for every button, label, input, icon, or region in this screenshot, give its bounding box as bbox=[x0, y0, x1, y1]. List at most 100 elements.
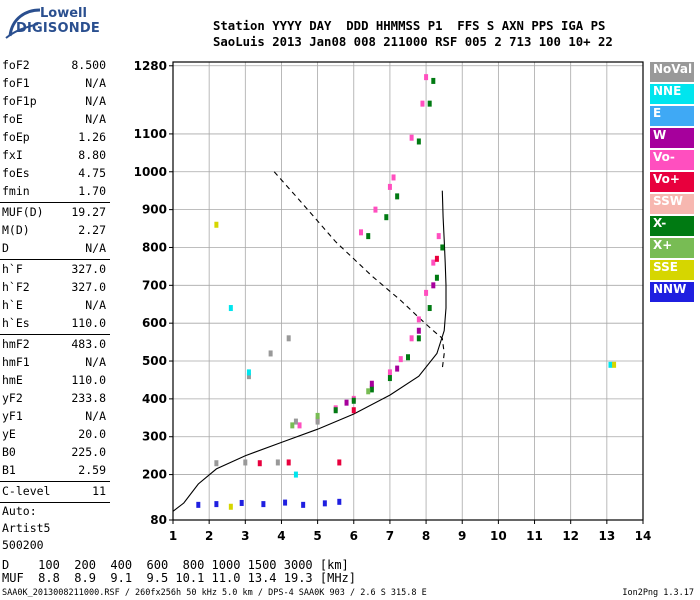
param-label: h`E bbox=[2, 298, 23, 312]
echo-point bbox=[420, 100, 425, 107]
param-row: hmF1 N/A bbox=[0, 353, 110, 371]
x-tick-label: 2 bbox=[205, 529, 213, 543]
legend-item: X- bbox=[650, 216, 694, 236]
x-tick-label: 10 bbox=[490, 529, 507, 543]
polarization-legend: NoVal NNE E W Vo- Vo+ SSW X- X+ SSE NNW bbox=[650, 62, 694, 304]
logo-line1: Lowell bbox=[40, 6, 87, 21]
x-tick-label: 1 bbox=[169, 529, 177, 543]
param-label: foE bbox=[2, 112, 23, 126]
param-label: yF2 bbox=[2, 391, 23, 405]
param-label: h`Es bbox=[2, 316, 30, 330]
echo-point bbox=[293, 418, 298, 425]
legend-item: SSW bbox=[650, 194, 694, 214]
legend-item: NoVal bbox=[650, 62, 694, 82]
param-row: D N/A bbox=[0, 239, 110, 257]
echo-point bbox=[387, 375, 392, 382]
param-row: foF2 8.500 bbox=[0, 56, 110, 74]
param-label: fxI bbox=[2, 148, 23, 162]
param-label: M(D) bbox=[2, 223, 30, 237]
param-label: yE bbox=[2, 427, 16, 441]
param-value: 20.0 bbox=[78, 427, 106, 441]
echo-point bbox=[366, 388, 371, 395]
header-line1: Station YYYY DAY DDD HHMMSS P1 FFS S AXN… bbox=[213, 19, 606, 33]
y-tick-label: 500 bbox=[142, 354, 167, 368]
x-tick-label: 7 bbox=[386, 529, 394, 543]
echo-point bbox=[214, 501, 219, 508]
param-value: 4.75 bbox=[78, 166, 106, 180]
y-tick-label: 700 bbox=[142, 278, 167, 292]
echo-point bbox=[214, 221, 219, 228]
param-separator bbox=[0, 202, 110, 203]
param-value: 110.0 bbox=[71, 373, 106, 387]
echo-point bbox=[416, 138, 421, 145]
echo-point bbox=[196, 501, 201, 508]
param-row: foF1 N/A bbox=[0, 74, 110, 92]
echo-point bbox=[431, 259, 436, 266]
echo-point bbox=[391, 174, 396, 181]
echo-point bbox=[333, 407, 338, 414]
param-separator bbox=[0, 334, 110, 335]
param-value: 225.0 bbox=[71, 445, 106, 459]
legend-item: SSE bbox=[650, 260, 694, 280]
param-value: N/A bbox=[85, 355, 106, 369]
echo-point bbox=[369, 386, 374, 393]
legend-item: Vo+ bbox=[650, 172, 694, 192]
electron-density-profile bbox=[172, 190, 447, 512]
echo-point bbox=[373, 206, 378, 213]
echo-point bbox=[431, 77, 436, 84]
echo-point bbox=[351, 407, 356, 414]
param-label: h`F2 bbox=[2, 280, 30, 294]
param-row: yF1 N/A bbox=[0, 407, 110, 425]
echo-point bbox=[398, 356, 403, 363]
echo-point bbox=[409, 335, 414, 342]
echo-point bbox=[387, 183, 392, 190]
param-row: yF2 233.8 bbox=[0, 389, 110, 407]
y-tick-label: 200 bbox=[142, 468, 167, 482]
param-value: 110.0 bbox=[71, 316, 106, 330]
echo-point bbox=[228, 503, 233, 510]
param-row: h`F 327.0 bbox=[0, 260, 110, 278]
echo-point bbox=[608, 361, 613, 368]
param-value: 327.0 bbox=[71, 280, 106, 294]
echo-point bbox=[427, 305, 432, 312]
param-label: foF1 bbox=[2, 76, 30, 90]
param-row: foEs 4.75 bbox=[0, 164, 110, 182]
param-separator bbox=[0, 481, 110, 482]
echo-point bbox=[275, 459, 280, 466]
param-label: hmF2 bbox=[2, 337, 30, 351]
param-value: 483.0 bbox=[71, 337, 106, 351]
y-tick-label: 1100 bbox=[134, 127, 167, 141]
echo-point bbox=[416, 327, 421, 334]
param-label: foF2 bbox=[2, 58, 30, 72]
echo-point bbox=[315, 418, 320, 425]
param-value: N/A bbox=[85, 94, 106, 108]
echo-point bbox=[416, 335, 421, 342]
param-row: B0 225.0 bbox=[0, 443, 110, 461]
param-label: fmin bbox=[2, 184, 30, 198]
legend-item: Vo- bbox=[650, 150, 694, 170]
y-tick-label: 600 bbox=[142, 316, 167, 330]
param-separator bbox=[0, 259, 110, 260]
x-tick-label: 8 bbox=[422, 529, 430, 543]
echo-point bbox=[337, 498, 342, 505]
param-label: D bbox=[2, 241, 9, 255]
dtable-line2: MUF 8.8 8.9 9.1 9.5 10.1 11.0 13.4 19.3 … bbox=[2, 571, 357, 585]
echo-point bbox=[246, 373, 251, 380]
echo-point bbox=[434, 274, 439, 281]
param-value: 8.80 bbox=[78, 148, 106, 162]
plot-frame bbox=[172, 61, 644, 521]
param-row: fxI 8.80 bbox=[0, 146, 110, 164]
param-label: B0 bbox=[2, 445, 16, 459]
param-row: M(D) 2.27 bbox=[0, 221, 110, 239]
param-row: h`F2 327.0 bbox=[0, 278, 110, 296]
y-tick-label: 800 bbox=[142, 240, 167, 254]
x-tick-label: 6 bbox=[350, 529, 358, 543]
echo-point bbox=[257, 460, 262, 467]
param-text: Artist5 bbox=[2, 521, 51, 535]
param-row: foEp 1.26 bbox=[0, 128, 110, 146]
param-value: N/A bbox=[85, 241, 106, 255]
echo-point bbox=[395, 365, 400, 372]
echo-point bbox=[440, 244, 445, 251]
y-tick-label: 1280 bbox=[134, 59, 167, 73]
param-label: hmE bbox=[2, 373, 23, 387]
